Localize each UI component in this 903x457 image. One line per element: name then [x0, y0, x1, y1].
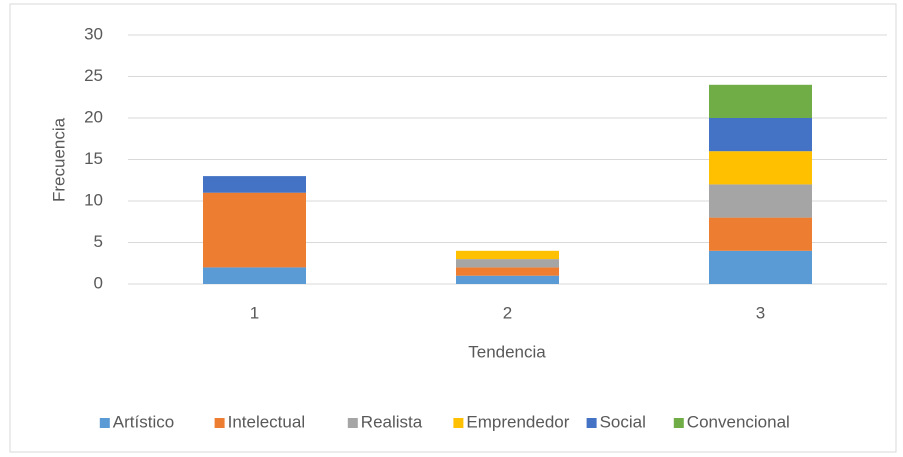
x-tick-label: 1: [250, 303, 259, 322]
y-tick-label: 5: [94, 232, 103, 251]
legend-label: Social: [600, 412, 646, 431]
legend-swatch: [673, 418, 684, 428]
y-tick-label: 0: [94, 273, 103, 292]
legend-label: Convencional: [687, 412, 790, 431]
legend-label: Realista: [361, 412, 423, 431]
bar-segment: [709, 151, 812, 185]
bar-segment: [456, 275, 559, 284]
y-tick-label: 20: [84, 107, 103, 126]
legend: Artístico Intelectual Realista Emprendedor S…: [99, 412, 790, 431]
legend-swatch: [586, 418, 597, 428]
bar-segment: [203, 176, 306, 193]
x-tick-label: 2: [503, 303, 512, 322]
bar-segment: [709, 118, 812, 152]
x-axis-label: Tendencia: [468, 342, 546, 361]
y-tick-label: 10: [84, 190, 103, 209]
y-tick-label: 25: [84, 66, 103, 85]
bar-segment: [709, 250, 812, 284]
bar-segment: [203, 192, 306, 268]
legend-swatch: [453, 418, 464, 428]
legend-swatch: [347, 418, 358, 428]
y-tick-label: 15: [84, 149, 103, 168]
bar-segment: [709, 217, 812, 251]
y-axis-label: Frecuencia: [49, 117, 68, 202]
bar-segment: [456, 267, 559, 276]
legend-label: Intelectual: [228, 412, 306, 431]
bar-segment: [456, 250, 559, 260]
y-tick-label: 30: [84, 24, 103, 43]
bar-segment: [203, 267, 306, 284]
bar-segment: [456, 259, 559, 268]
legend-swatch: [99, 418, 110, 428]
bar-segment: [709, 184, 812, 218]
legend-swatch: [214, 418, 225, 428]
bar-segment: [709, 84, 812, 118]
legend-label: Emprendedor: [466, 412, 569, 431]
x-tick-label: 3: [756, 303, 765, 322]
legend-label: Artístico: [113, 412, 174, 431]
